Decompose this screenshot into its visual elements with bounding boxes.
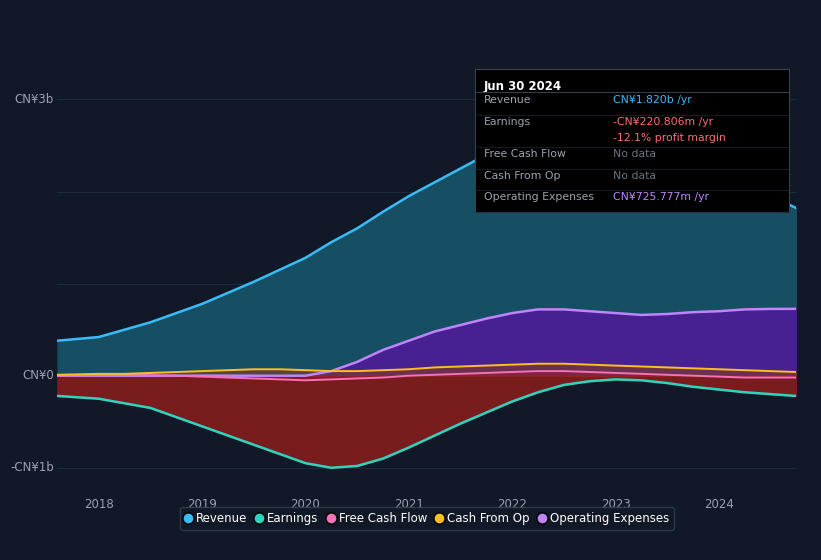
- Text: -12.1% profit margin: -12.1% profit margin: [613, 133, 726, 143]
- Text: Operating Expenses: Operating Expenses: [484, 192, 594, 202]
- Text: 2024: 2024: [704, 498, 734, 511]
- Text: No data: No data: [613, 171, 656, 181]
- Text: CN¥0: CN¥0: [22, 369, 54, 382]
- Text: 2021: 2021: [394, 498, 424, 511]
- Text: CN¥3b: CN¥3b: [15, 93, 54, 106]
- Text: Cash From Op: Cash From Op: [484, 171, 560, 181]
- Text: 2020: 2020: [291, 498, 320, 511]
- Text: Earnings: Earnings: [484, 117, 531, 127]
- Text: -CN¥220.806m /yr: -CN¥220.806m /yr: [613, 117, 713, 127]
- Text: CN¥725.777m /yr: CN¥725.777m /yr: [613, 192, 709, 202]
- Text: -CN¥1b: -CN¥1b: [10, 461, 54, 474]
- Legend: Revenue, Earnings, Free Cash Flow, Cash From Op, Operating Expenses: Revenue, Earnings, Free Cash Flow, Cash …: [181, 507, 673, 530]
- Text: Revenue: Revenue: [484, 95, 531, 105]
- Text: Jun 30 2024: Jun 30 2024: [484, 80, 562, 92]
- Text: 2023: 2023: [601, 498, 631, 511]
- Text: Free Cash Flow: Free Cash Flow: [484, 150, 566, 159]
- Text: 2019: 2019: [187, 498, 217, 511]
- Text: CN¥1.820b /yr: CN¥1.820b /yr: [613, 95, 692, 105]
- Text: 2022: 2022: [498, 498, 527, 511]
- Text: 2018: 2018: [84, 498, 113, 511]
- Bar: [475, 69, 789, 212]
- Text: No data: No data: [613, 150, 656, 159]
